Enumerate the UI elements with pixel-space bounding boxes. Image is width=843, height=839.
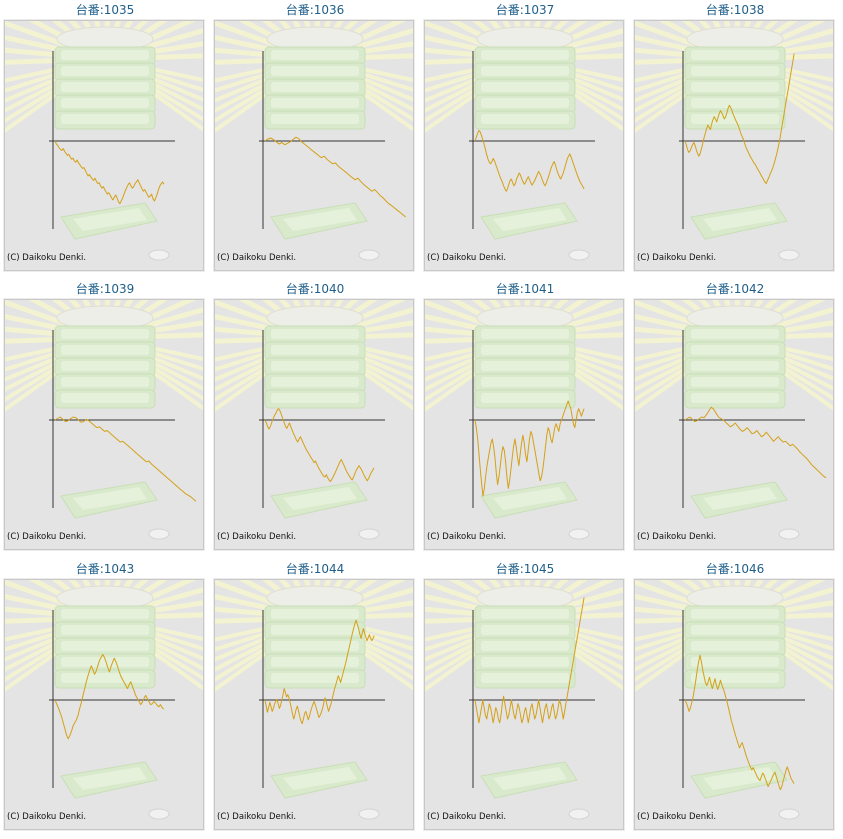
- data-series-line: [54, 653, 165, 740]
- machine-chart: 台番:1043 (C) Daikoku Denki.: [3, 559, 206, 837]
- machine-chart: 台番:1042 (C) Daikoku Denki.: [633, 279, 836, 557]
- copyright-label: (C) Daikoku Denki.: [427, 532, 507, 542]
- machine-chart: 台番:1044 (C) Daikoku Denki.: [213, 559, 416, 837]
- copyright-label: (C) Daikoku Denki.: [637, 532, 717, 542]
- chart-frame: (C) Daikoku Denki.: [423, 578, 625, 831]
- machine-number-title[interactable]: 台番:1044: [285, 562, 345, 576]
- data-series-line: [264, 136, 407, 218]
- machine-number-title[interactable]: 台番:1040: [285, 282, 345, 296]
- chart-frame: (C) Daikoku Denki.: [423, 19, 625, 272]
- slot-machine-illustration: [5, 21, 203, 261]
- copyright-label: (C) Daikoku Denki.: [637, 812, 717, 822]
- machine-number-title[interactable]: 台番:1039: [75, 282, 135, 296]
- copyright-label: (C) Daikoku Denki.: [7, 532, 87, 542]
- chart-frame: (C) Daikoku Denki.: [213, 19, 415, 272]
- data-series-line: [474, 400, 585, 497]
- chart-frame: (C) Daikoku Denki.: [633, 298, 835, 551]
- machine-number-title[interactable]: 台番:1037: [495, 3, 555, 17]
- payout-line-chart: [425, 21, 623, 261]
- data-series-line: [684, 406, 827, 479]
- copyright-label: (C) Daikoku Denki.: [427, 812, 507, 822]
- data-series-line: [264, 619, 375, 725]
- payout-line-chart: [5, 300, 203, 540]
- machine-chart: 台番:1035 (C) Daikoku Denki.: [3, 0, 206, 278]
- data-series-line: [474, 129, 585, 192]
- copyright-label: (C) Daikoku Denki.: [427, 253, 507, 263]
- payout-line-chart: [635, 300, 833, 540]
- data-series-line: [474, 597, 585, 724]
- machine-chart: 台番:1041 (C) Daikoku Denki.: [423, 279, 626, 557]
- machine-chart: 台番:1038 (C) Daikoku Denki.: [633, 0, 836, 278]
- slot-machine-illustration: [215, 300, 413, 540]
- data-series-line: [54, 416, 197, 502]
- data-series-line: [684, 53, 795, 185]
- payout-line-chart: [215, 300, 413, 540]
- chart-frame: (C) Daikoku Denki.: [213, 578, 415, 831]
- machine-number-title[interactable]: 台番:1041: [495, 282, 555, 296]
- machine-chart: 台番:1039 (C) Daikoku Denki.: [3, 279, 206, 557]
- payout-line-chart: [5, 21, 203, 261]
- slot-machine-illustration: [425, 21, 623, 261]
- payout-line-chart: [215, 580, 413, 820]
- machine-chart: 台番:1037 (C) Daikoku Denki.: [423, 0, 626, 278]
- chart-frame: (C) Daikoku Denki.: [213, 298, 415, 551]
- data-series-line: [684, 654, 795, 791]
- machine-chart: 台番:1046 (C) Daikoku Denki.: [633, 559, 836, 837]
- machine-number-title[interactable]: 台番:1046: [705, 562, 765, 576]
- payout-line-chart: [425, 580, 623, 820]
- chart-frame: (C) Daikoku Denki.: [3, 298, 205, 551]
- chart-frame: (C) Daikoku Denki.: [633, 19, 835, 272]
- slot-machine-illustration: [635, 300, 833, 540]
- copyright-label: (C) Daikoku Denki.: [217, 253, 297, 263]
- machine-number-title[interactable]: 台番:1043: [75, 562, 135, 576]
- copyright-label: (C) Daikoku Denki.: [7, 253, 87, 263]
- copyright-label: (C) Daikoku Denki.: [637, 253, 717, 263]
- chart-frame: (C) Daikoku Denki.: [3, 19, 205, 272]
- slot-machine-illustration: [215, 580, 413, 820]
- slot-machine-illustration: [5, 300, 203, 540]
- machine-chart: 台番:1040 (C) Daikoku Denki.: [213, 279, 416, 557]
- machine-number-title[interactable]: 台番:1042: [705, 282, 765, 296]
- machine-chart: 台番:1045 (C) Daikoku Denki.: [423, 559, 626, 837]
- copyright-label: (C) Daikoku Denki.: [217, 532, 297, 542]
- chart-frame: (C) Daikoku Denki.: [633, 578, 835, 831]
- machine-number-title[interactable]: 台番:1045: [495, 562, 555, 576]
- copyright-label: (C) Daikoku Denki.: [7, 812, 87, 822]
- machine-chart: 台番:1036 (C) Daikoku Denki.: [213, 0, 416, 278]
- payout-line-chart: [215, 21, 413, 261]
- machine-number-title[interactable]: 台番:1036: [285, 3, 345, 17]
- chart-frame: (C) Daikoku Denki.: [423, 298, 625, 551]
- payout-line-chart: [635, 21, 833, 261]
- slot-machine-illustration: [215, 21, 413, 261]
- slot-machine-illustration: [425, 580, 623, 820]
- payout-line-chart: [635, 580, 833, 820]
- chart-frame: (C) Daikoku Denki.: [3, 578, 205, 831]
- machine-number-title[interactable]: 台番:1035: [75, 3, 135, 17]
- slot-machine-illustration: [635, 580, 833, 820]
- data-series-line: [264, 408, 375, 483]
- payout-line-chart: [425, 300, 623, 540]
- payout-line-chart: [5, 580, 203, 820]
- copyright-label: (C) Daikoku Denki.: [217, 812, 297, 822]
- slot-machine-illustration: [5, 580, 203, 820]
- data-series-line: [54, 140, 165, 205]
- machine-number-title[interactable]: 台番:1038: [705, 3, 765, 17]
- slot-machine-illustration: [635, 21, 833, 261]
- slot-machine-illustration: [425, 300, 623, 540]
